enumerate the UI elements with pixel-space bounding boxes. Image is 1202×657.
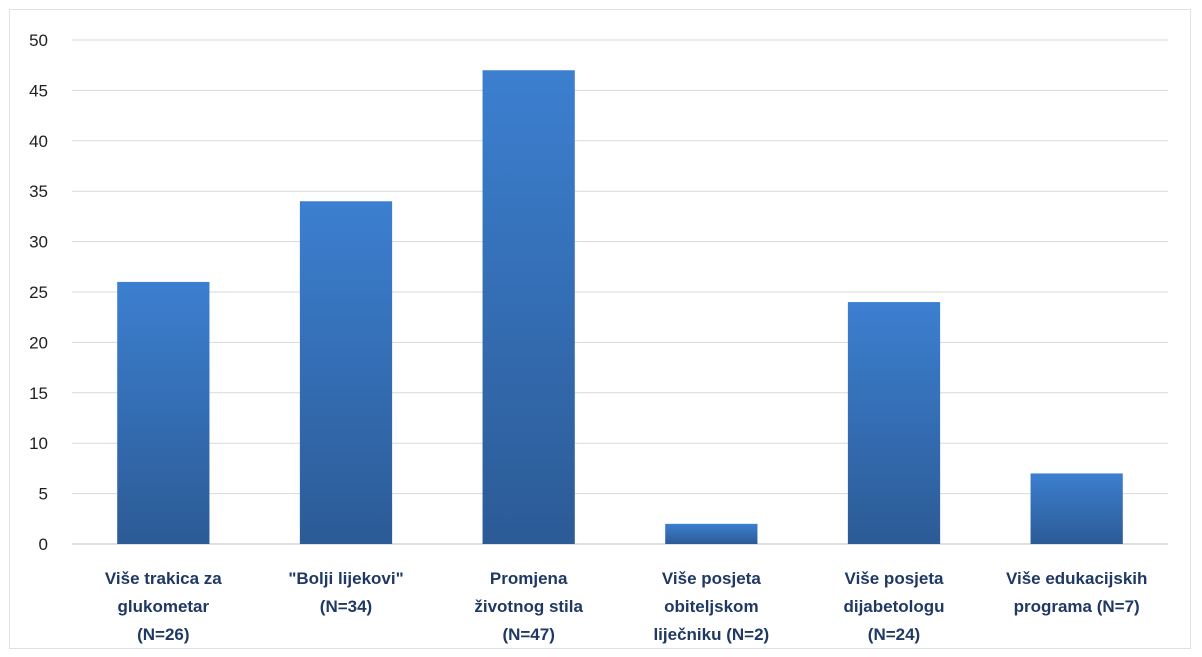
x-category-label-line: obiteljskom [664, 597, 758, 616]
x-category-label-line: (N=34) [320, 597, 372, 616]
bar [117, 281, 210, 544]
y-tick-label: 0 [39, 535, 48, 554]
x-category-label: Više posjeta obiteljskom liječniku (N=2) [653, 569, 769, 644]
y-tick-label: 25 [29, 283, 48, 302]
y-tick-label: 15 [29, 384, 48, 403]
bar [847, 302, 941, 544]
x-category-label-line: Više trakica za [105, 569, 222, 588]
x-category-label: Više trakica za glukometar (N=26) [105, 569, 222, 644]
y-tick-label: 30 [29, 233, 48, 252]
x-category-label-line: Više posjeta [662, 569, 761, 588]
x-category-label: "Bolji lijekovi" (N=34) [288, 569, 403, 616]
y-tick-label: 50 [29, 31, 48, 50]
bar [299, 201, 393, 544]
bar [1030, 473, 1123, 544]
x-category-label-line: Više posjeta [845, 569, 944, 588]
bar [665, 523, 758, 544]
x-category-label-line: liječniku (N=2) [653, 625, 769, 644]
x-category-label: Više posjeta dijabetologu (N=24) [843, 569, 944, 644]
y-tick-label: 5 [39, 485, 48, 504]
x-axis-category-labels: Više trakica za glukometar (N=26) "Bolji li… [105, 569, 1147, 644]
x-category-label-line: programa (N=7) [1014, 597, 1140, 616]
y-tick-label: 10 [29, 434, 48, 453]
y-tick-label: 45 [29, 81, 48, 100]
y-tick-label: 35 [29, 182, 48, 201]
x-category-label: Promjena životnog stila (N=47) [474, 569, 583, 644]
x-category-label-line: Više edukacijskih [1006, 569, 1147, 588]
y-tick-label: 40 [29, 132, 48, 151]
x-category-label-line: Promjena [490, 569, 568, 588]
y-tick-label: 20 [29, 333, 48, 352]
x-category-label-line: "Bolji lijekovi" [288, 569, 403, 588]
gridlines [72, 39, 1168, 545]
x-category-label: Više edukacijskih programa (N=7) [1006, 569, 1147, 616]
x-category-label-line: životnog stila [474, 597, 583, 616]
bars [117, 70, 1123, 545]
x-category-label-line: (N=26) [137, 625, 189, 644]
x-category-label-line: (N=24) [868, 625, 920, 644]
x-category-label-line: glukometar [118, 597, 210, 616]
bar [482, 70, 575, 545]
x-category-label-line: (N=47) [502, 625, 554, 644]
x-category-label-line: dijabetologu [843, 597, 944, 616]
y-axis-tick-labels: 0 5 10 15 20 25 30 35 40 45 50 [29, 31, 48, 554]
